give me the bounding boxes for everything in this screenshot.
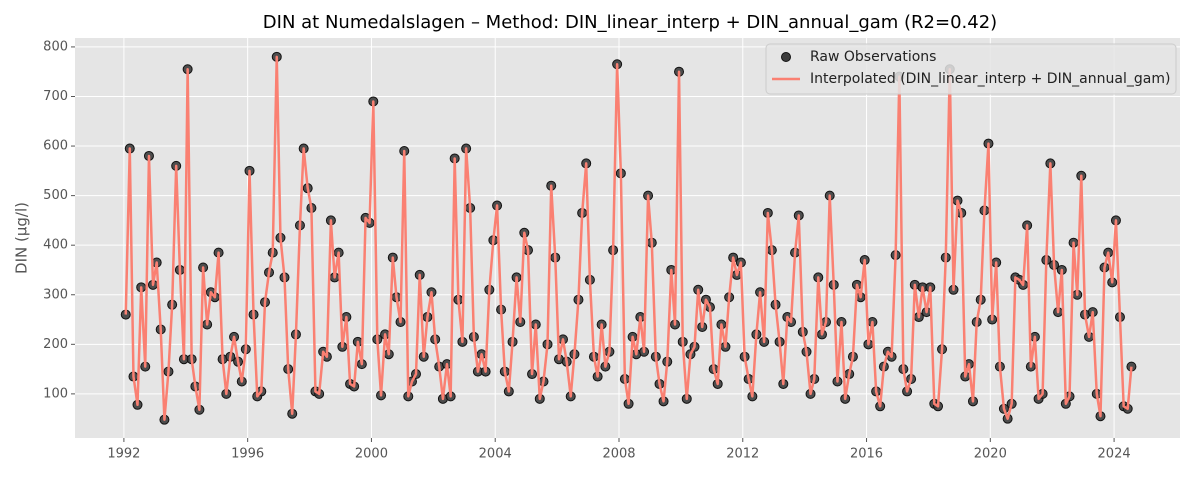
x-tick-label: 2004 <box>479 447 512 462</box>
x-tick-label: 2012 <box>726 447 759 462</box>
y-tick-label: 300 <box>43 287 68 302</box>
y-tick-label: 600 <box>43 139 68 154</box>
y-tick-label: 400 <box>43 238 68 253</box>
legend-label: Raw Observations <box>810 49 936 65</box>
legend: Raw Observations Interpolated (DIN_linear… <box>765 43 1177 95</box>
marks <box>120 51 1137 425</box>
y-tick-label: 800 <box>43 39 68 54</box>
chart-title: DIN at Numedalslagen – Method: DIN_linea… <box>263 12 997 33</box>
x-tick-label: 1996 <box>231 447 264 462</box>
x-tick-label: 2000 <box>355 447 388 462</box>
x-tick-label: 1992 <box>107 447 140 462</box>
legend-marker <box>781 52 791 62</box>
y-axis-label: DIN (µg/l) <box>13 202 31 274</box>
legend-label: Interpolated (DIN_linear_interp + DIN_an… <box>810 71 1170 87</box>
legend-box <box>765 43 1177 95</box>
y-tick-label: 700 <box>43 89 68 104</box>
y-tick-label: 100 <box>43 386 68 401</box>
grid: 100 200 300 400 500 600 700 800 1992 1996 2000 2004… <box>43 38 1180 462</box>
x-tick-label: 2024 <box>1098 447 1131 462</box>
y-tick-label: 200 <box>43 337 68 352</box>
plot-area <box>75 38 1180 438</box>
data-line <box>124 55 1133 421</box>
y-tick-label: 500 <box>43 188 68 203</box>
x-tick-label: 2020 <box>974 447 1007 462</box>
x-tick-label: 2008 <box>602 447 635 462</box>
x-tick-label: 2016 <box>850 447 883 462</box>
